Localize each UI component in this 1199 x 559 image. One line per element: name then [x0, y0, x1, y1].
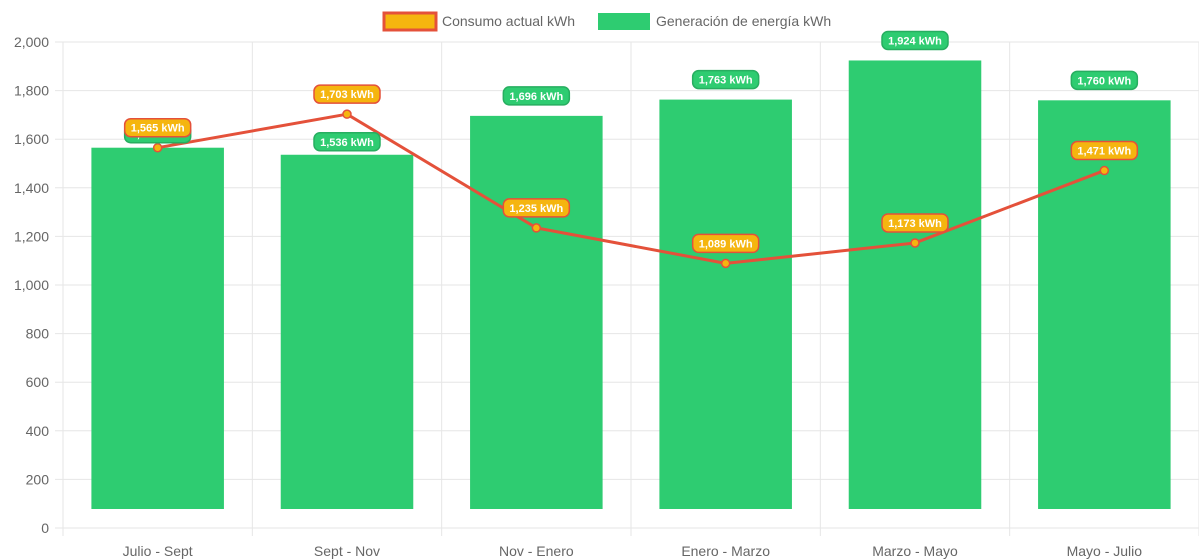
data-label-box — [123, 117, 192, 138]
data-label-box — [1070, 70, 1139, 91]
y-tick-label: 1,200 — [14, 228, 49, 244]
y-tick-label: 1,000 — [14, 277, 49, 293]
y-tick-label: 200 — [26, 471, 50, 487]
bar-series — [91, 60, 1171, 510]
line-point — [720, 258, 731, 269]
legend-swatch-generacion[interactable] — [598, 13, 650, 30]
line-point — [152, 142, 163, 153]
data-label-text: 1,089 kWh — [699, 238, 753, 250]
y-tick-label: 600 — [26, 374, 50, 390]
bar-data-label: 1,763 kWh — [691, 69, 760, 90]
bar — [91, 147, 224, 509]
bar — [848, 60, 982, 510]
bar — [280, 154, 414, 509]
data-label-box — [313, 84, 381, 104]
bar — [659, 99, 792, 509]
legend-label-generacion[interactable]: Generación de energía kWh — [656, 13, 831, 29]
data-label-box — [881, 213, 949, 233]
data-label-text: 1,565 kWh — [131, 123, 185, 135]
legend: Consumo actual kWh Generación de energía… — [382, 11, 831, 32]
line-data-label: 1,173 kWh — [881, 213, 949, 233]
data-label-text: 1,760 kWh — [1077, 75, 1131, 87]
legend-label-consumo[interactable]: Consumo actual kWh — [442, 13, 575, 29]
data-label-box — [1070, 140, 1139, 161]
bar-data-label: 1,696 kWh — [502, 86, 571, 106]
data-label-text: 1,696 kWh — [509, 91, 563, 103]
y-tick-label: 800 — [26, 326, 50, 342]
y-tick-label: 0 — [41, 520, 49, 536]
data-label-text: 1,924 kWh — [888, 35, 942, 47]
data-label-text: 1,703 kWh — [320, 89, 374, 101]
bar-data-label: 1,760 kWh — [1070, 70, 1139, 91]
line-point — [1099, 165, 1110, 176]
y-tick-label: 1,400 — [14, 180, 49, 196]
data-label-text: 1,173 kWh — [888, 218, 942, 230]
x-tick-label: Mayo - Julio — [1067, 543, 1143, 559]
x-tick-label: Julio - Sept — [123, 543, 193, 559]
data-label-box — [691, 233, 760, 254]
data-label-text: 1,536 kWh — [320, 137, 374, 149]
data-label-box — [881, 30, 949, 51]
x-tick-label: Nov - Enero — [499, 543, 574, 559]
line-point — [342, 109, 352, 119]
line-data-label: 1,235 kWh — [502, 198, 571, 218]
x-axis: Julio - Sept Sept - Nov Nov - Enero Enero -… — [123, 543, 1143, 559]
bar-data-label: 1,536 kWh — [313, 132, 381, 152]
data-label-text: 1,235 kWh — [509, 203, 563, 215]
y-axis: 0 200 400 600 800 1,000 1,200 1,400 1,600 1,800 2,… — [14, 34, 49, 536]
bar-data-label: 1,924 kWh — [881, 30, 949, 51]
data-label-box — [502, 198, 571, 218]
line-data-label: 1,471 kWh — [1070, 140, 1139, 161]
data-label-box — [313, 132, 381, 152]
grid — [55, 41, 1199, 536]
data-labels: 1,565 kWh 1,536 kWh 1,696 kWh 1,763 kWh 1,92… — [123, 30, 1139, 254]
data-label-box — [502, 86, 571, 106]
legend-swatch-consumo[interactable] — [382, 11, 438, 32]
line-data-label: 1,089 kWh — [691, 233, 760, 254]
x-tick-label: Marzo - Mayo — [872, 543, 958, 559]
line-point — [910, 238, 920, 248]
x-tick-label: Enero - Marzo — [681, 543, 770, 559]
y-tick-label: 2,000 — [14, 34, 49, 50]
line-point — [531, 223, 542, 233]
data-label-text: 1,763 kWh — [699, 75, 753, 87]
x-tick-label: Sept - Nov — [314, 543, 380, 559]
line-data-label: 1,703 kWh — [313, 84, 381, 104]
y-tick-label: 1,800 — [14, 83, 49, 99]
data-label-box — [691, 69, 760, 90]
y-tick-label: 400 — [26, 423, 50, 439]
bar — [1038, 100, 1171, 509]
line-data-label: 1,565 kWh — [123, 117, 192, 138]
bar — [470, 115, 603, 509]
y-tick-label: 1,600 — [14, 131, 49, 147]
data-label-text: 1,471 kWh — [1077, 146, 1131, 158]
